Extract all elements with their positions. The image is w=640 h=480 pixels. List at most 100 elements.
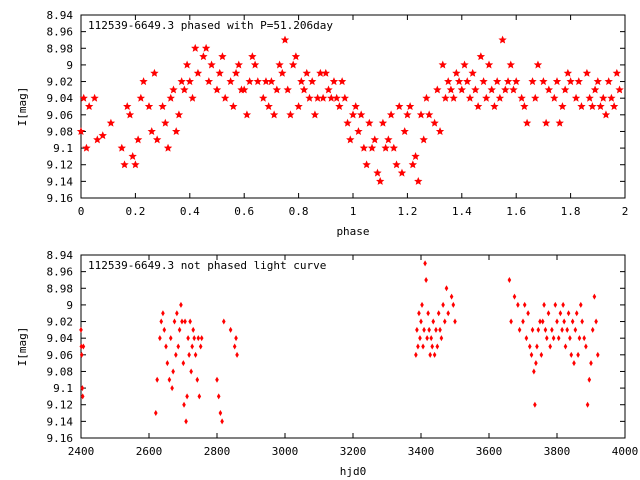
data-point xyxy=(432,351,437,358)
data-point xyxy=(568,335,572,342)
y-tick-label: 9 xyxy=(66,299,73,312)
unphased-light-curve-panel: 8.94 8.96 8.98 9 9.02 9.04 9.06 9.08 9.1 9.12 9.14… xyxy=(16,249,638,478)
data-point xyxy=(433,85,442,94)
data-point xyxy=(543,326,548,333)
data-point xyxy=(155,376,159,383)
data-point xyxy=(158,335,162,342)
data-point xyxy=(419,318,423,325)
data-point xyxy=(533,60,543,69)
data-point xyxy=(573,326,578,333)
data-point xyxy=(128,152,137,160)
data-point xyxy=(516,301,520,308)
data-point xyxy=(408,160,418,169)
y-tick-label: 9.02 xyxy=(47,76,74,89)
data-point xyxy=(216,393,221,400)
data-point xyxy=(587,376,592,383)
data-point xyxy=(79,351,84,358)
data-point xyxy=(329,77,339,86)
data-point xyxy=(131,160,140,169)
data-point xyxy=(534,360,538,367)
data-point xyxy=(174,351,178,358)
x-tick-label: 0 xyxy=(78,205,85,218)
data-point xyxy=(479,77,488,86)
data-point xyxy=(441,301,445,308)
data-point xyxy=(417,310,421,317)
data-point xyxy=(429,335,433,342)
data-point xyxy=(171,368,175,375)
data-point xyxy=(546,310,551,317)
data-point xyxy=(414,176,423,185)
data-point xyxy=(248,52,257,61)
data-point xyxy=(416,110,426,119)
data-point xyxy=(123,102,132,111)
data-point xyxy=(566,310,571,317)
data-point xyxy=(267,77,276,86)
data-point xyxy=(590,85,600,94)
data-point xyxy=(425,335,429,342)
data-point xyxy=(609,102,619,111)
data-point xyxy=(535,343,539,350)
data-point xyxy=(201,43,211,52)
plot-title: 112539-6649.3 phased with P=51.206day xyxy=(88,19,333,32)
data-point xyxy=(154,410,158,417)
plot-frame xyxy=(80,254,626,439)
y-tick-label: 9.04 xyxy=(47,332,74,345)
y-tick-label: 8.94 xyxy=(47,9,74,22)
data-point xyxy=(310,110,320,119)
data-point xyxy=(517,93,526,102)
data-point xyxy=(242,110,252,119)
x-tick-label: 3000 xyxy=(272,445,299,458)
data-point xyxy=(335,102,344,111)
data-point xyxy=(179,301,183,308)
data-point xyxy=(436,310,441,317)
data-point xyxy=(231,68,241,77)
data-point xyxy=(188,93,197,102)
data-point xyxy=(411,152,420,160)
data-point xyxy=(512,77,521,86)
x-tick-label: 0.4 xyxy=(180,205,200,218)
data-point xyxy=(563,343,568,350)
data-point xyxy=(198,343,203,350)
data-point xyxy=(181,360,186,367)
data-point xyxy=(80,393,85,400)
data-point xyxy=(585,93,594,102)
data-point xyxy=(596,351,600,358)
data-point xyxy=(177,77,186,86)
x-tick-label: 4000 xyxy=(612,445,639,458)
data-point xyxy=(572,360,576,367)
data-point xyxy=(416,343,420,350)
data-point xyxy=(430,343,435,350)
data-point xyxy=(435,343,440,350)
data-point xyxy=(493,77,502,86)
data-point xyxy=(397,168,407,177)
data-point xyxy=(561,301,565,308)
x-tick-label: 1 xyxy=(350,205,357,218)
data-point xyxy=(528,77,537,86)
data-point xyxy=(199,335,204,342)
data-point xyxy=(90,93,99,102)
data-point xyxy=(183,318,187,325)
data-point xyxy=(133,135,143,144)
data-point xyxy=(261,77,271,86)
data-point xyxy=(117,143,126,152)
data-point xyxy=(562,318,566,325)
data-point xyxy=(286,110,295,119)
data-point xyxy=(220,418,224,425)
data-point xyxy=(168,335,173,342)
data-point xyxy=(354,127,363,136)
data-point xyxy=(299,85,309,94)
data-point xyxy=(370,135,379,144)
data-point xyxy=(592,293,597,300)
data-point xyxy=(215,376,219,383)
data-point xyxy=(264,102,273,111)
data-point xyxy=(381,143,390,152)
data-point xyxy=(529,351,534,358)
data-point xyxy=(580,318,584,325)
data-point xyxy=(560,85,570,94)
data-point xyxy=(185,77,194,86)
data-point xyxy=(332,93,341,102)
data-point xyxy=(165,360,170,367)
data-point xyxy=(570,318,575,325)
data-point xyxy=(220,93,230,102)
data-point xyxy=(533,401,537,408)
